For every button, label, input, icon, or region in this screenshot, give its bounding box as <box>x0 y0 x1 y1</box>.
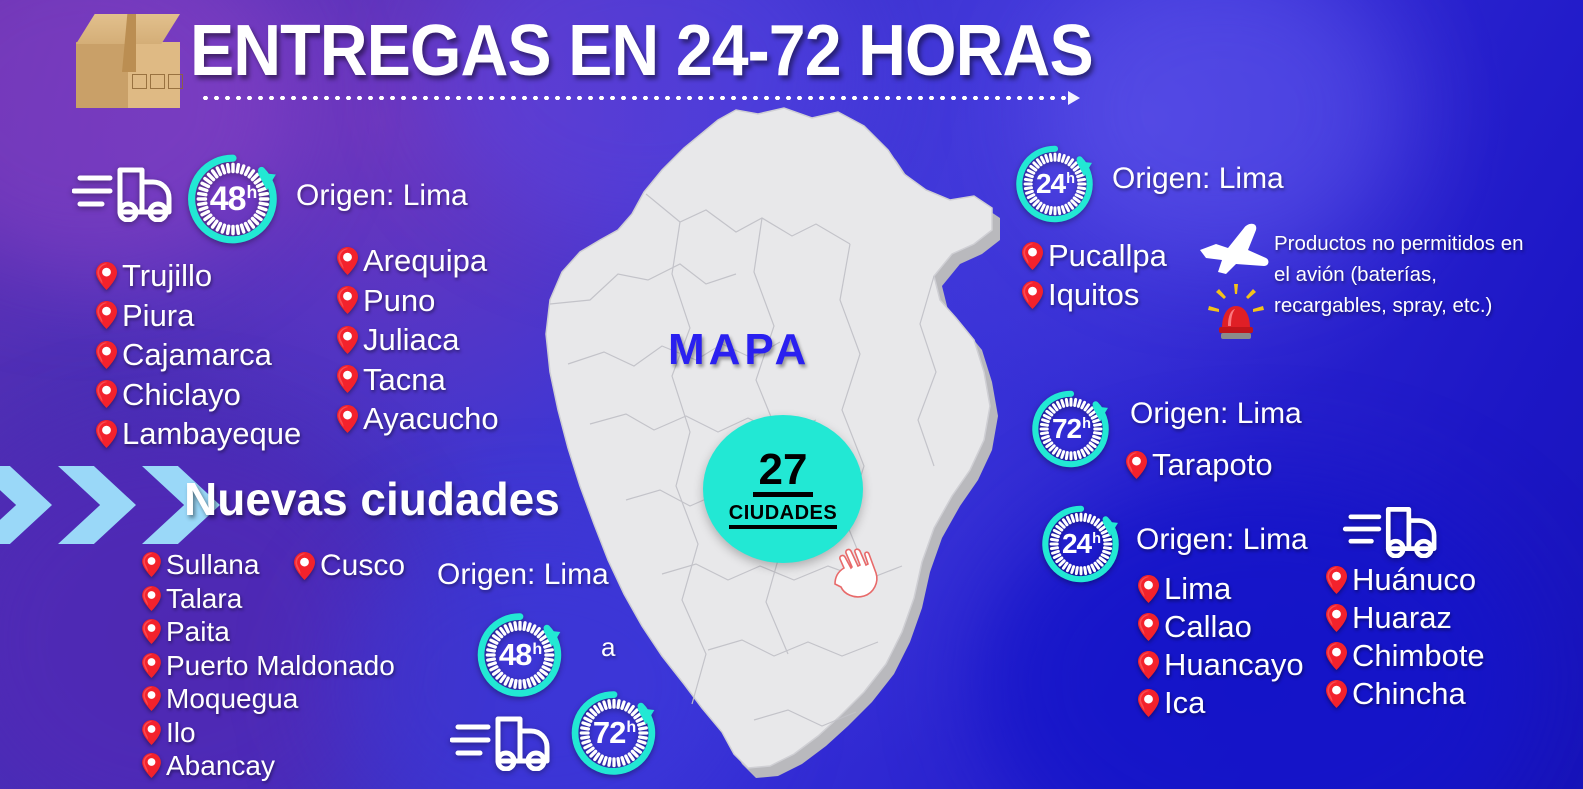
map-pin-icon <box>142 552 161 578</box>
list-item: Piura <box>96 296 301 336</box>
map-pin-icon <box>337 246 358 275</box>
package-box-icon <box>70 14 190 119</box>
city-list-48h-col2: Arequipa Puno Juliaca Tacna Ayacucho <box>337 241 499 439</box>
map-pin-icon <box>294 551 315 580</box>
city-list-nuevas-col2: Cusco <box>294 548 405 583</box>
map-pin-icon <box>96 419 117 448</box>
map-pin-icon <box>1326 680 1347 708</box>
map-pin-icon <box>337 286 358 315</box>
map-pin-icon <box>142 753 161 779</box>
list-item: Callao <box>1138 608 1304 646</box>
badge-caption: CIUDADES <box>728 501 838 529</box>
map-pin-icon <box>337 404 358 433</box>
clock-value: 48 <box>209 179 247 218</box>
list-item: Tacna <box>337 360 499 400</box>
list-item: Tarapoto <box>1126 446 1273 484</box>
chevron-right-icon-group <box>0 466 220 544</box>
list-item: Juliaca <box>337 320 499 360</box>
map-pin-icon <box>142 652 161 678</box>
list-item: Huancayo <box>1138 646 1304 684</box>
map-pin-icon <box>1326 566 1347 594</box>
list-item: Chincha <box>1326 675 1485 713</box>
list-item: Lambayeque <box>96 414 301 454</box>
origin-label-24h-right: Origen: Lima <box>1136 523 1308 556</box>
list-item: Pucallpa <box>1022 236 1167 275</box>
map-pin-icon <box>1022 280 1043 309</box>
list-item: Huaraz <box>1326 599 1485 637</box>
list-item: Ayacucho <box>337 399 499 439</box>
list-item: Cajamarca <box>96 335 301 375</box>
list-item: Abancay <box>142 749 395 783</box>
map-pin-icon <box>142 719 161 745</box>
fast-truck-icon <box>450 709 554 771</box>
map-pin-icon <box>1138 689 1159 717</box>
list-item: Trujillo <box>96 256 301 296</box>
air-restriction-note: Productos no permitidos en el avión (bat… <box>1274 232 1524 317</box>
map-pin-icon <box>1126 451 1147 479</box>
map-pin-icon <box>96 340 117 369</box>
list-item: Iquitos <box>1022 275 1167 314</box>
header: ENTREGAS EN 24-72 HORAS <box>70 8 1171 119</box>
list-item: Lima <box>1138 570 1304 608</box>
alarm-siren-icon <box>1208 282 1264 340</box>
map-pin-icon <box>142 619 161 645</box>
city-list-nuevas-col1: Sullana Talara Paita Puerto Maldonado Mo… <box>142 548 395 783</box>
clock-badge-48h-nuevas: 48 h <box>472 607 568 703</box>
city-list-48h-col1: Trujillo Piura Cajamarca Chiclayo Lambay… <box>96 256 301 454</box>
badge-number: 27 <box>752 448 814 497</box>
map-pin-icon <box>1138 575 1159 603</box>
map-pin-icon <box>1326 642 1347 670</box>
cities-count-badge: 27 CIUDADES <box>703 415 863 563</box>
city-list-24h-air: Pucallpa Iquitos <box>1022 236 1167 314</box>
clock-badge-72h-right: 72 h <box>1027 385 1115 473</box>
list-item: Arequipa <box>337 241 499 281</box>
origin-label-48h: Origen: Lima <box>296 179 468 212</box>
list-item: Cusco <box>294 548 405 583</box>
clock-badge-24h-air: 24 h <box>1011 140 1099 228</box>
hand-cursor-icon <box>825 540 895 604</box>
city-list-72h: Tarapoto <box>1126 446 1273 484</box>
map-pin-icon <box>1022 241 1043 270</box>
list-item: Ica <box>1138 684 1304 722</box>
map-pin-icon <box>1326 604 1347 632</box>
list-item: Moquegua <box>142 682 395 716</box>
airplane-icon <box>1196 222 1270 279</box>
origin-label-24h-air: Origen: Lima <box>1112 162 1284 195</box>
fast-truck-icon <box>72 160 176 222</box>
section-heading-nuevas-ciudades: Nuevas ciudades <box>184 473 560 525</box>
map-pin-icon <box>96 380 117 409</box>
map-pin-icon <box>337 365 358 394</box>
list-item: Puno <box>337 281 499 321</box>
list-item: Puerto Maldonado <box>142 649 395 683</box>
title-underline <box>200 91 1080 105</box>
list-item: Huánuco <box>1326 561 1485 599</box>
map-pin-icon <box>337 325 358 354</box>
map-pin-icon <box>142 585 161 611</box>
page-title: ENTREGAS EN 24-72 HORAS <box>190 11 1094 91</box>
map-pin-icon <box>96 301 117 330</box>
map-pin-icon <box>142 686 161 712</box>
list-item: Chiclayo <box>96 375 301 415</box>
list-item: Paita <box>142 615 395 649</box>
connector-a: a <box>601 632 616 662</box>
list-item: Talara <box>142 582 395 616</box>
list-item: Ilo <box>142 716 395 750</box>
list-item: Chimbote <box>1326 637 1485 675</box>
map-pin-icon <box>1138 613 1159 641</box>
origin-label-72h: Origen: Lima <box>1130 397 1302 430</box>
map-pin-icon <box>96 261 117 290</box>
city-list-24h-right-col1: Lima Callao Huancayo Ica <box>1138 570 1304 722</box>
clock-badge-48h: 48 h <box>182 148 284 250</box>
list-item: Sullana <box>142 548 395 582</box>
map-pin-icon <box>1138 651 1159 679</box>
origin-label-nuevas: Origen: Lima <box>437 558 609 591</box>
clock-badge-24h-right: 24 h <box>1037 500 1125 588</box>
city-list-24h-right-col2: Huánuco Huaraz Chimbote Chincha <box>1326 561 1485 713</box>
fast-truck-icon <box>1340 500 1444 558</box>
map-label: MAPA <box>668 325 811 374</box>
clock-badge-72h-nuevas: 72 h <box>566 685 662 781</box>
